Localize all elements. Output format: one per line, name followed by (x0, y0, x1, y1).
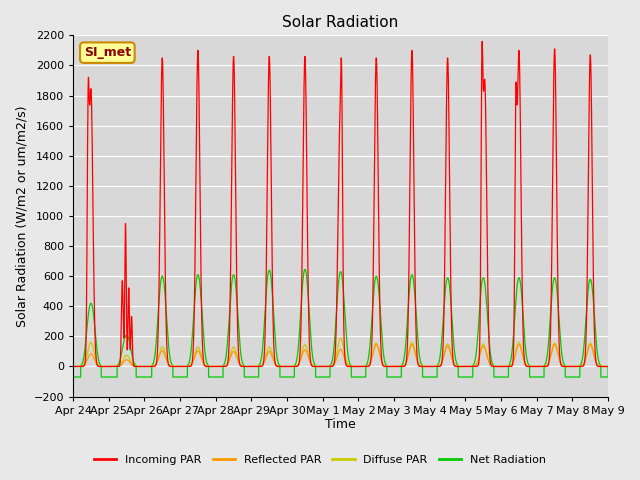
Text: SI_met: SI_met (84, 46, 131, 59)
Net Radiation (301, 266, 309, 272)
Net Radiation (184, 363, 191, 369)
Diffuse PAR (269, 355, 277, 360)
Diffuse PAR (178, 364, 186, 370)
Line: Reflected PAR: Reflected PAR (73, 345, 608, 367)
Net Radiation (269, 307, 277, 313)
Line: Net Radiation: Net Radiation (73, 269, 608, 377)
Net Radiation (604, 364, 612, 370)
Y-axis label: Solar Radiation (W/m2 or um/m2/s): Solar Radiation (W/m2 or um/m2/s) (15, 105, 28, 327)
Line: Diffuse PAR: Diffuse PAR (73, 338, 608, 367)
X-axis label: Time: Time (325, 419, 356, 432)
Incoming PAR (184, 364, 191, 370)
Title: Solar Radiation: Solar Radiation (282, 15, 399, 30)
Incoming PAR (69, 364, 77, 370)
Incoming PAR (604, 364, 612, 370)
Diffuse PAR (337, 335, 344, 341)
Legend: Incoming PAR, Reflected PAR, Diffuse PAR, Net Radiation: Incoming PAR, Reflected PAR, Diffuse PAR… (90, 451, 550, 469)
Incoming PAR (490, 364, 498, 370)
Reflected PAR (69, 364, 77, 370)
Reflected PAR (178, 364, 186, 370)
Net Radiation (178, 374, 186, 380)
Incoming PAR (415, 362, 422, 368)
Reflected PAR (604, 364, 612, 370)
Reflected PAR (586, 342, 594, 348)
Diffuse PAR (602, 364, 610, 370)
Incoming PAR (478, 38, 486, 44)
Incoming PAR (178, 364, 186, 370)
Net Radiation (602, 374, 610, 380)
Diffuse PAR (604, 364, 612, 370)
Reflected PAR (415, 360, 422, 366)
Diffuse PAR (490, 363, 498, 369)
Net Radiation (69, 374, 77, 380)
Reflected PAR (602, 364, 610, 370)
Net Radiation (415, 343, 422, 348)
Reflected PAR (269, 357, 277, 363)
Diffuse PAR (415, 360, 422, 366)
Reflected PAR (490, 363, 498, 369)
Line: Incoming PAR: Incoming PAR (73, 41, 608, 367)
Reflected PAR (184, 363, 191, 369)
Incoming PAR (269, 328, 277, 334)
Net Radiation (490, 374, 498, 380)
Diffuse PAR (69, 364, 77, 370)
Incoming PAR (602, 364, 610, 370)
Diffuse PAR (184, 363, 191, 369)
